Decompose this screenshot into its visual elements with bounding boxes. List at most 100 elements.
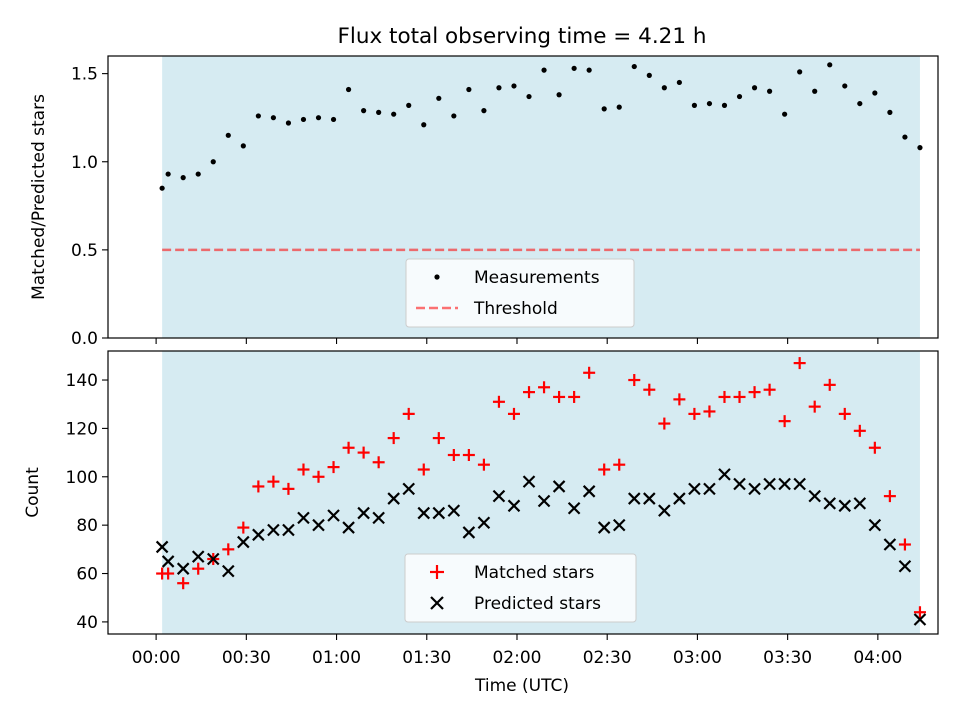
y-tick-label: 60 [76,565,98,585]
matched-point [162,567,175,580]
matched-point [748,386,761,399]
y-tick-label: 120 [66,419,98,439]
predicted-point [312,518,325,532]
predicted-point [252,528,265,542]
matched-point [282,482,295,495]
legend-marker-matched [430,565,444,579]
matched-point [267,475,280,488]
x-axis-ticks: 00:00 00:30 01:00 01:30 02:00 02:30 03:00 03:30… [132,634,902,668]
measurement-point [330,116,337,123]
x-tick-label: 00:30 [222,648,271,668]
predicted-point [176,562,190,575]
measurement-point [526,93,532,100]
x-tick-label: 01:30 [402,648,451,668]
y-tick-label: 0.5 [71,241,98,261]
predicted-point [417,506,431,520]
matched-point [553,390,566,403]
predicted-point [853,497,867,510]
predicted-point [297,511,310,525]
matched-point [613,458,626,471]
measurement-point [661,85,667,91]
matched-point [402,407,415,420]
y-tick-label: 1.0 [71,153,98,173]
matched-point [718,390,731,403]
x-axis-label: Time (UTC) [474,676,569,696]
measurement-point [857,100,863,107]
predicted-point [643,492,656,505]
x-tick-label: 03:00 [673,648,722,668]
matched-point [808,400,821,413]
matched-point [913,606,926,619]
predicted-point [552,480,566,493]
measurement-point [270,115,276,121]
predicted-point [267,523,280,537]
y-tick-label: 100 [66,468,98,488]
measurement-point [766,88,773,94]
legend-box [405,258,635,328]
matched-point [252,480,265,493]
predicted-point [748,482,761,496]
measurement-point [676,79,682,86]
measurement-point [255,113,261,119]
matched-point [312,470,325,483]
x-tick-label: 02:30 [583,648,632,668]
predicted-point [793,477,806,491]
y-tick-label: 0.0 [71,329,98,349]
measurement-point [406,102,412,108]
predicted-point [658,504,671,517]
measurement-point [210,159,216,165]
measurement-point [376,109,382,115]
measurement-point [842,83,848,89]
matched-point [658,417,671,430]
measurement-point [721,102,728,108]
y-tick-label: 80 [76,516,98,536]
matched-point [387,432,400,445]
predicted-point [582,485,596,498]
predicted-point [778,477,791,491]
matched-point [477,458,490,471]
predicted-point [612,518,626,532]
matched-point [703,405,716,418]
predicted-point [868,518,882,532]
measurement-point [285,120,292,126]
measurement-point [240,143,246,149]
matched-point [898,538,911,551]
predicted-point [537,494,551,508]
measurement-point [586,67,592,73]
legend-marker-measurements [434,274,440,280]
predicted-point [342,521,355,534]
measurement-point [496,85,502,91]
measurement-point [466,86,472,93]
measurement-point [631,63,637,70]
predicted-point [883,538,897,551]
predicted-point [191,550,205,563]
y-tick-label: 140 [66,371,98,391]
matched-point [838,407,851,420]
predicted-point [597,521,611,534]
predicted-point [673,492,686,505]
matched-point [327,461,340,474]
measurement-point [797,69,803,75]
y-axis-label: Count [23,467,43,518]
measurement-point [782,111,788,117]
predicted-point [222,564,235,578]
matched-point [568,390,581,403]
predicted-point [372,511,385,525]
predicted-point [703,482,716,496]
measurement-point [751,85,758,91]
x-tick-label: 03:30 [763,648,812,668]
y-tick-label: 40 [76,613,98,633]
legend-label-threshold: Threshold [473,299,558,319]
matched-point [868,441,881,454]
predicted-point [462,526,476,539]
measurement-point [736,93,743,100]
legend: Matched stars Predicted stars [404,553,637,623]
measurement-point [165,171,171,177]
matched-point [297,463,310,476]
measurement-point [541,67,547,73]
y-axis-label: Matched/Predicted stars [29,94,49,300]
predicted-point [522,475,536,488]
matched-point [177,577,190,590]
measurement-point [616,104,622,110]
measurement-point [195,171,201,177]
